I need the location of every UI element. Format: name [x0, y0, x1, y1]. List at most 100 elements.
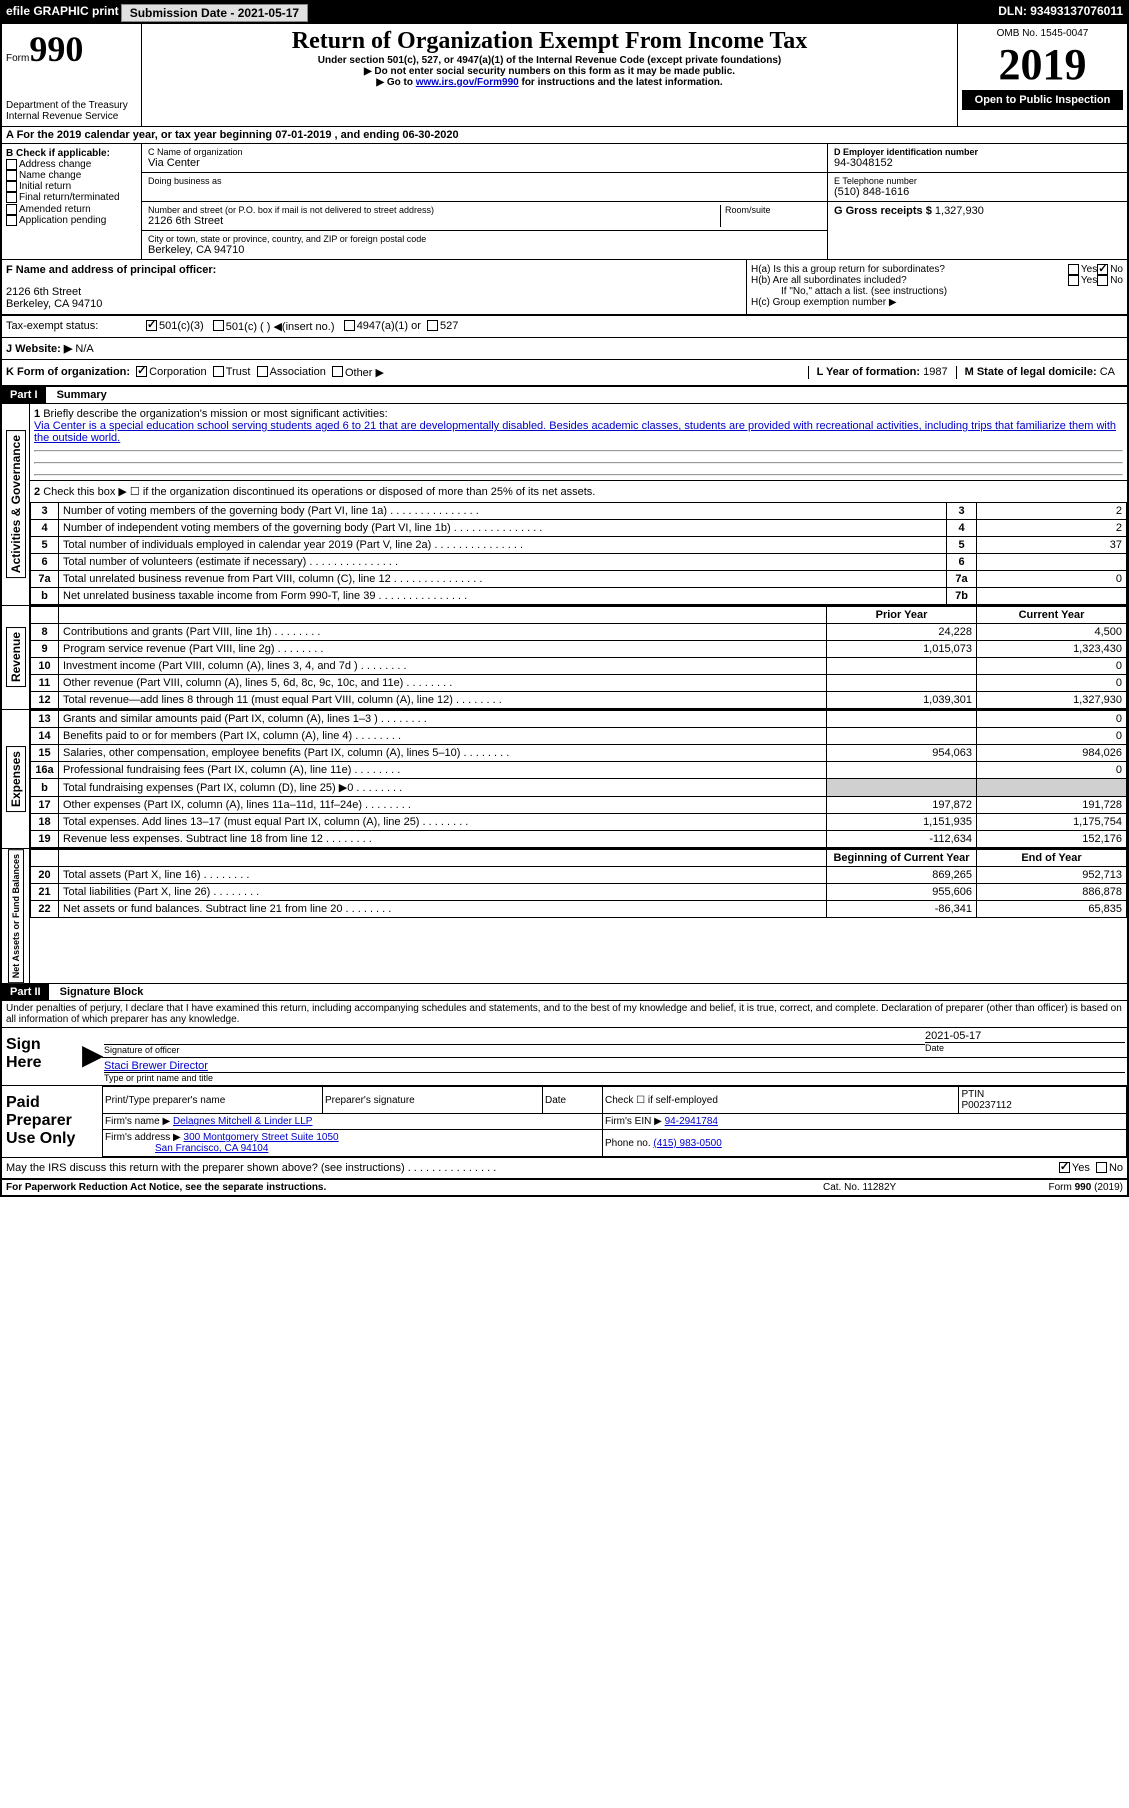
shaded-cell [827, 779, 977, 797]
line-no: 13 [31, 711, 59, 728]
firm-ein: 94-2941784 [665, 1116, 718, 1127]
cb-other[interactable] [332, 366, 343, 377]
checkbox-address-change[interactable] [6, 159, 17, 170]
line-value: 2 [977, 503, 1127, 520]
line-text: Other revenue (Part VIII, column (A), li… [59, 675, 827, 692]
org-name: Via Center [148, 157, 821, 169]
col-b: B Check if applicable: Address change Na… [2, 144, 142, 259]
cb-trust[interactable] [213, 366, 224, 377]
line-no: 11 [31, 675, 59, 692]
prior-year-value [827, 728, 977, 745]
cb-label-2: Initial return [19, 181, 71, 192]
prior-year-value: -112,634 [827, 831, 977, 848]
part1-title: Summary [57, 389, 107, 401]
current-year-value: 0 [977, 711, 1127, 728]
current-year-value: 1,327,930 [977, 692, 1127, 709]
current-year-value: 0 [977, 762, 1127, 779]
l-label: L Year of formation: [817, 366, 921, 378]
note2-post: for instructions and the latest informat… [519, 77, 723, 88]
checkbox-final-return[interactable] [6, 192, 17, 203]
cb-501c[interactable] [213, 320, 224, 331]
website-label: J Website: ▶ [6, 343, 72, 355]
line-box: 7b [947, 588, 977, 605]
line-no: 9 [31, 641, 59, 658]
q2-text: Check this box ▶ ☐ if the organization d… [43, 486, 595, 498]
line-no: 3 [31, 503, 59, 520]
omb-label: OMB No. 1545-0047 [962, 28, 1123, 39]
cb-label-0: Address change [19, 159, 91, 170]
ha-no[interactable] [1097, 264, 1108, 275]
line-text: Total fundraising expenses (Part IX, col… [59, 779, 827, 797]
current-year-value: 0 [977, 728, 1127, 745]
cb-527[interactable] [427, 320, 438, 331]
opt-501c3: 501(c)(3) [159, 320, 204, 333]
line-text: Number of voting members of the governin… [59, 503, 947, 520]
city-label: City or town, state or province, country… [148, 234, 821, 244]
website-value: N/A [75, 343, 93, 355]
governance-table: 3 Number of voting members of the govern… [30, 502, 1127, 605]
k-opt-3: Other ▶ [345, 366, 384, 379]
form990-link[interactable]: www.irs.gov/Form990 [416, 77, 519, 88]
line-box: 4 [947, 520, 977, 537]
l-val: 1987 [923, 366, 947, 378]
org-addr: 2126 6th Street [148, 215, 720, 227]
sig-date: 2021-05-17 [925, 1030, 1125, 1042]
checkbox-amended-return[interactable] [6, 204, 17, 215]
line-no: 10 [31, 658, 59, 675]
line-text: Total expenses. Add lines 13–17 (must eq… [59, 814, 827, 831]
line-text: Other expenses (Part IX, column (A), lin… [59, 797, 827, 814]
opt-4947: 4947(a)(1) or [357, 320, 421, 333]
line-box: 6 [947, 554, 977, 571]
line-no: 16a [31, 762, 59, 779]
firm-addr2: San Francisco, CA 94104 [155, 1143, 268, 1154]
hb-yes[interactable] [1068, 275, 1079, 286]
prior-year-header: Prior Year [827, 607, 977, 624]
f-label: F Name and address of principal officer: [6, 264, 742, 276]
sig-date-label: Date [925, 1042, 1125, 1053]
cb-501c3[interactable] [146, 320, 157, 331]
discuss-yes[interactable] [1059, 1162, 1070, 1173]
checkbox-initial-return[interactable] [6, 181, 17, 192]
cb-assoc[interactable] [257, 366, 268, 377]
prior-year-value [827, 711, 977, 728]
note2-pre: ▶ Go to [376, 77, 415, 88]
vert-rev: Revenue [6, 627, 26, 687]
opt-527: 527 [440, 320, 458, 333]
line-text: Total revenue—add lines 8 through 11 (mu… [59, 692, 827, 709]
line-text: Grants and similar amounts paid (Part IX… [59, 711, 827, 728]
cb-corp[interactable] [136, 366, 147, 377]
line-text: Total liabilities (Part X, line 26) [59, 884, 827, 901]
opt-501c: 501(c) ( ) ◀(insert no.) [226, 320, 335, 333]
discuss-text: May the IRS discuss this return with the… [6, 1162, 1059, 1174]
cb-4947[interactable] [344, 320, 355, 331]
current-year-header: Current Year [977, 607, 1127, 624]
discuss-no[interactable] [1096, 1162, 1107, 1173]
submission-date-btn[interactable]: Submission Date - 2021-05-17 [121, 4, 308, 22]
gross-value: 1,327,930 [935, 205, 984, 217]
line-value [977, 588, 1127, 605]
current-year-value: 0 [977, 658, 1127, 675]
checkbox-name-change[interactable] [6, 170, 17, 181]
line-value [977, 554, 1127, 571]
ha-yes[interactable] [1068, 264, 1079, 275]
form-label: Form [6, 53, 29, 64]
sign-arrow-icon: ▶ [82, 1028, 102, 1085]
bcy-value: -86,341 [827, 901, 977, 918]
prior-year-value [827, 675, 977, 692]
line-box: 7a [947, 571, 977, 588]
firm-phone-label: Phone no. [605, 1138, 651, 1149]
footer-left: For Paperwork Reduction Act Notice, see … [6, 1182, 823, 1193]
ha-label: H(a) Is this a group return for subordin… [751, 264, 1068, 275]
cb-label-4: Amended return [19, 204, 91, 215]
current-year-value: 152,176 [977, 831, 1127, 848]
line-text: Total number of individuals employed in … [59, 537, 947, 554]
inspection-box: Open to Public Inspection [962, 90, 1123, 110]
phone-value: (510) 848-1616 [834, 186, 1121, 198]
hb-no[interactable] [1097, 275, 1108, 286]
firm-ein-label: Firm's EIN ▶ [605, 1116, 662, 1127]
line-text: Number of independent voting members of … [59, 520, 947, 537]
checkbox-application-pending[interactable] [6, 215, 17, 226]
footer-mid: Cat. No. 11282Y [823, 1182, 973, 1193]
hb-note: If "No," attach a list. (see instruction… [751, 286, 1123, 297]
phone-label: E Telephone number [834, 176, 1121, 186]
